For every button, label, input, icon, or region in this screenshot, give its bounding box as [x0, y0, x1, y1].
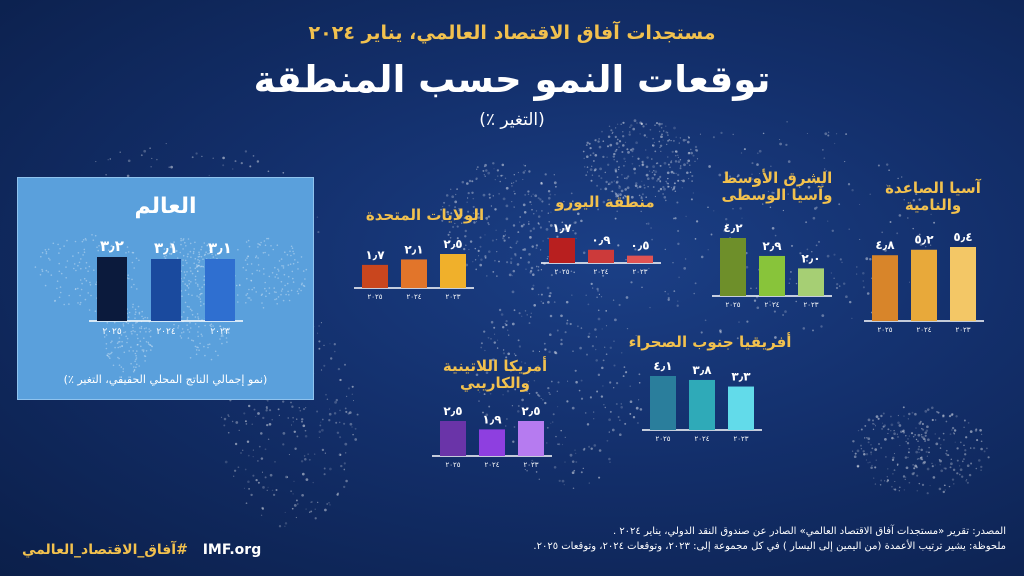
world-bar [151, 259, 181, 321]
brand-footer: #آفاق_الاقتصاد_العالمي IMF.org [22, 542, 261, 558]
latam-bar [440, 421, 466, 456]
euro-year-label: ٢٠٢٥ [554, 268, 569, 276]
meca-year-label: ٢٠٢٤ [764, 301, 779, 309]
meca-year-label: ٢٠٢٥ [725, 301, 740, 309]
ssa-value-label: ٤٫١ [653, 359, 672, 373]
world-footnote: (نمو إجمالي الناتج المحلي الحقيقي، التغي… [63, 373, 268, 386]
us-bar [401, 259, 427, 288]
world-panel: ٣٫١ ٢٠٢٣ ٣٫١ ٢٠٢٤ ٣٫٢ ٢٠٢٥ العالم (نمو إجمالي… [17, 177, 314, 400]
us-bar [440, 254, 466, 288]
euro-value-label: ٠٫٥ [630, 239, 649, 253]
euro-year-label: ٢٠٢٤ [593, 268, 608, 276]
meca-bar [759, 255, 785, 296]
region-title-latam: أمريكا اللاتينية والكاريبي [442, 357, 548, 392]
asia-value-label: ٥٫٢ [914, 233, 934, 247]
source-line: المصدر: تقرير «مستجدات آفاق الاقتصاد الع… [612, 526, 1006, 537]
note-line: ملحوظة: يشير ترتيب الأعمدة (من اليمين إل… [533, 541, 1006, 552]
ssa-bar [650, 376, 676, 430]
world-value-label: ٣٫١ [154, 239, 178, 257]
us-bar [362, 264, 388, 288]
world-year-label: ٢٠٢٥ [102, 327, 122, 337]
latam-value-label: ١٫٩ [482, 412, 502, 426]
world-bar [97, 257, 127, 321]
source-note: المصدر: تقرير «مستجدات آفاق الاقتصاد الع… [356, 524, 1006, 554]
latam-bar [479, 429, 505, 456]
map-continent-dots [582, 119, 699, 200]
world-map-dots [34, 234, 308, 373]
euro-value-label: ٠٫٩ [591, 233, 611, 247]
page-title: توقعات النمو حسب المنطقة [253, 58, 771, 101]
region-title-us: الولايات المتحدة [365, 206, 485, 224]
imf-site-link[interactable]: IMF.org [202, 542, 262, 558]
world-chart: ٣٫١ ٢٠٢٣ ٣٫١ ٢٠٢٤ ٣٫٢ ٢٠٢٥ [34, 234, 308, 373]
world-bar [205, 259, 235, 321]
map-continent-dots [440, 162, 580, 277]
asia-bar [950, 247, 976, 321]
latam-bar [518, 421, 544, 456]
ssa-year-label: ٢٠٢٣ [733, 435, 748, 443]
us-value-label: ١٫٧ [365, 248, 385, 262]
ssa-year-label: ٢٠٢٤ [694, 435, 709, 443]
asia-bar [872, 255, 898, 321]
ssa-value-label: ٣٫٣ [731, 370, 751, 384]
euro-year-label: ٢٠٢٣ [632, 268, 647, 276]
latam-value-label: ٢٫٥ [443, 404, 462, 418]
euro-bar [549, 238, 575, 263]
ssa-year-label: ٢٠٢٥ [655, 435, 670, 443]
asia-value-label: ٤٫٨ [875, 238, 895, 252]
latam-year-label: ٢٠٢٥ [445, 461, 460, 469]
us-year-label: ٢٠٢٤ [406, 293, 421, 301]
world-title: العالم [134, 194, 197, 219]
meca-value-label: ٢٫٠ [801, 251, 820, 265]
us-year-label: ٢٠٢٥ [367, 293, 382, 301]
latam-year-label: ٢٠٢٤ [484, 461, 499, 469]
asia-value-label: ٥٫٤ [953, 230, 972, 244]
region-title-mecа: الشرق الأوسط وآسيا الوسطى [721, 169, 833, 204]
us-year-label: ٢٠٢٣ [445, 293, 460, 301]
world-year-label: ٢٠٢٣ [210, 327, 230, 337]
ssa-bar [689, 379, 715, 430]
us-value-label: ٢٫١ [404, 242, 423, 256]
latam-year-label: ٢٠٢٣ [523, 461, 538, 469]
report-kicker: مستجدات آفاق الاقتصاد العالمي، يناير ٢٠٢… [308, 22, 716, 44]
ssa-value-label: ٣٫٨ [692, 363, 712, 377]
meca-value-label: ٤٫٢ [723, 221, 743, 235]
meca-year-label: ٢٠٢٣ [803, 301, 818, 309]
asia-year-label: ٢٠٢٥ [877, 326, 892, 334]
asia-year-label: ٢٠٢٤ [916, 326, 931, 334]
euro-value-label: ١٫٧ [552, 221, 572, 235]
world-value-label: ٣٫١ [208, 239, 232, 257]
map-continent-dots [580, 121, 936, 340]
region-title-asia: آسيا الصاعدة والنامية [885, 179, 981, 214]
region-title-euro: منطقة اليورو [555, 193, 655, 211]
world-value-label: ٣٫٢ [100, 237, 124, 255]
us-value-label: ٢٫٥ [443, 237, 462, 251]
asia-year-label: ٢٠٢٣ [955, 326, 970, 334]
meca-bar [720, 238, 746, 296]
latam-value-label: ٢٫٥ [521, 404, 540, 418]
world-year-label: ٢٠٢٤ [156, 327, 176, 337]
euro-bar [627, 255, 653, 263]
hashtag-link[interactable]: #آفاق_الاقتصاد_العالمي [22, 542, 188, 558]
asia-bar [911, 249, 937, 321]
map-continent-dots [475, 270, 643, 489]
ssa-bar [728, 386, 754, 430]
unit-subtitle: (التغير ٪) [479, 110, 545, 130]
euro-bar [588, 249, 614, 263]
meca-value-label: ٢٫٩ [762, 239, 782, 253]
map-continent-dots [851, 406, 990, 495]
region-title-ssa: أفريقيا جنوب الصحراء [628, 333, 792, 351]
meca-bar [798, 268, 824, 296]
